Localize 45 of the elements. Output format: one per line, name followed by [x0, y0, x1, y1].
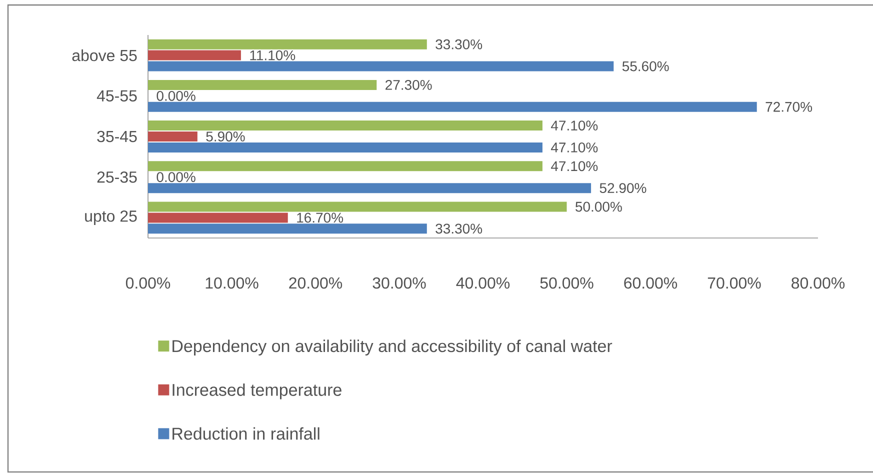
x-tick-label: 10.00% [206, 277, 258, 289]
bar [148, 120, 542, 131]
bar [148, 80, 377, 90]
data-label: 5.90% [206, 132, 245, 142]
y-tick-label: 45-55 [96, 90, 137, 102]
bar [148, 61, 614, 72]
data-label: 55.60% [622, 61, 669, 72]
y-tick-label: upto 25 [85, 210, 137, 225]
bar [148, 50, 241, 60]
data-label: 33.30% [436, 39, 482, 50]
x-tick-label: 60.00% [624, 277, 678, 289]
x-tick-label: 0.00% [126, 277, 170, 289]
x-tick-label: 20.00% [289, 277, 342, 289]
legend-label: Reduction in rainfall [172, 427, 320, 440]
data-label: 47.10% [550, 120, 598, 131]
data-label: 52.90% [600, 183, 646, 194]
bar [148, 142, 542, 152]
legend-label: Increased temperature [172, 383, 342, 400]
x-tick-label: 30.00% [372, 277, 426, 289]
y-tick-label: 35-45 [97, 130, 137, 142]
data-label: 0.00% [156, 172, 196, 182]
bar [148, 183, 592, 194]
data-label: 72.70% [766, 102, 812, 112]
data-label: 16.70% [297, 212, 344, 223]
data-label: 50.00% [576, 202, 622, 212]
data-label: 47.10% [550, 161, 598, 172]
data-label: 33.30% [436, 224, 482, 234]
bar [148, 161, 542, 172]
x-tick-label: 40.00% [456, 277, 510, 289]
y-tick-label: above 55 [72, 49, 137, 62]
bar [148, 102, 757, 112]
legend-label: Dependency on availability and accessibility of canal water [172, 340, 612, 356]
x-tick-label: 70.00% [708, 277, 761, 289]
bar [148, 224, 427, 234]
bar [148, 212, 288, 223]
x-tick-label: 80.00% [792, 277, 845, 289]
data-label: 11.10% [250, 50, 296, 60]
data-label: 0.00% [156, 90, 196, 101]
bar [148, 202, 567, 212]
x-tick-label: 50.00% [540, 277, 594, 289]
data-label: 27.30% [386, 80, 432, 90]
data-label: 47.10% [550, 142, 598, 152]
bar [148, 39, 427, 50]
bar [148, 132, 198, 142]
y-tick-label: 25-35 [97, 171, 137, 183]
